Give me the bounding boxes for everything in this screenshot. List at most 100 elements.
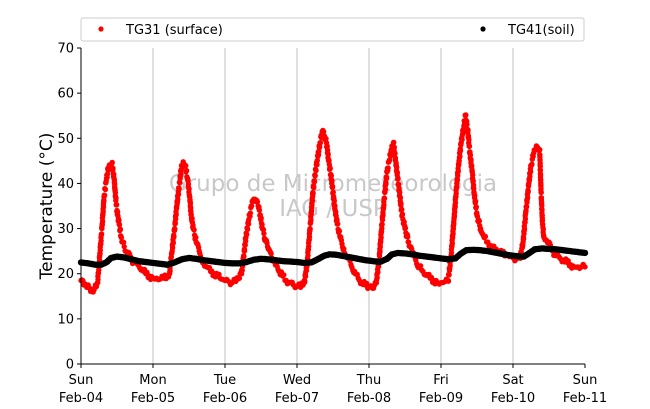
data-point (193, 234, 199, 241)
data-point (446, 272, 452, 278)
data-point (244, 231, 250, 238)
data-point (381, 195, 388, 202)
x-tick-date-label: Feb-05 (131, 391, 175, 406)
data-point (281, 272, 287, 278)
data-point (565, 258, 571, 264)
data-point (445, 278, 452, 284)
data-point (239, 267, 245, 273)
data-point (463, 112, 469, 118)
data-point (451, 213, 458, 219)
data-point (102, 186, 109, 193)
data-point (326, 157, 332, 164)
data-point (306, 243, 312, 249)
data-point (394, 169, 401, 176)
data-point (538, 185, 544, 192)
data-point (377, 244, 383, 250)
data-point (173, 211, 179, 217)
data-point (191, 227, 197, 233)
data-point (537, 172, 544, 178)
data-point (450, 230, 456, 237)
data-point (537, 167, 544, 174)
data-point (447, 262, 453, 269)
data-point (329, 178, 335, 184)
data-point (472, 198, 479, 204)
data-point (244, 226, 251, 233)
data-point (97, 247, 104, 253)
data-point (464, 121, 470, 128)
data-point (527, 169, 534, 175)
data-point (375, 269, 381, 275)
data-point (581, 249, 589, 257)
y-tick-label: 70 (57, 42, 74, 57)
data-point (314, 162, 320, 168)
data-point (522, 216, 529, 222)
data-point (476, 218, 482, 224)
data-point (261, 230, 267, 237)
data-point (378, 238, 384, 245)
data-point (317, 144, 323, 150)
x-tick-day-label: Sun (573, 373, 598, 388)
data-point (320, 129, 327, 135)
data-point (482, 233, 489, 240)
data-point (111, 177, 118, 183)
data-point (392, 150, 398, 156)
data-point (457, 148, 464, 154)
data-point (95, 276, 101, 283)
data-point (387, 153, 394, 159)
data-point (330, 189, 336, 195)
data-point (402, 225, 409, 231)
data-point (188, 205, 194, 211)
x-tick-date-label: Feb-11 (563, 391, 607, 406)
data-point (254, 199, 261, 205)
data-point (457, 153, 463, 159)
legend: TG31 (surface) TG41(soil) (80, 17, 585, 42)
data-point (472, 192, 478, 199)
data-point (96, 267, 102, 273)
data-point (537, 147, 543, 153)
data-point (383, 174, 390, 180)
data-point (241, 248, 248, 254)
x-tick-date-label: Feb-10 (491, 391, 535, 406)
data-point (391, 139, 397, 145)
y-tick-label: 10 (57, 312, 74, 327)
data-point (171, 234, 177, 240)
data-point (395, 175, 401, 181)
grid-layer (152, 48, 514, 364)
data-point (527, 173, 533, 180)
data-point (520, 236, 527, 242)
data-point (113, 202, 120, 208)
data-point (331, 198, 337, 204)
data-point (455, 168, 461, 174)
data-point (325, 151, 331, 158)
data-point (470, 178, 476, 184)
data-point (539, 202, 545, 209)
data-point (241, 253, 247, 260)
data-point (177, 180, 183, 186)
data-point (248, 203, 255, 209)
data-point (169, 245, 176, 251)
data-point (101, 198, 107, 204)
data-point (311, 179, 318, 185)
data-point (452, 200, 459, 206)
x-tick-day-label: Fri (433, 373, 449, 388)
data-point (189, 215, 195, 222)
data-point (451, 221, 457, 227)
data-point (245, 221, 252, 227)
data-point (323, 135, 329, 142)
data-point (382, 186, 389, 192)
legend-marker-soil (480, 26, 486, 32)
data-point (540, 226, 546, 232)
data-point (302, 273, 309, 280)
data-point (100, 204, 107, 210)
data-point (469, 163, 475, 169)
data-point (328, 173, 334, 179)
data-point (379, 217, 386, 223)
data-point (537, 163, 543, 170)
data-point (375, 263, 382, 270)
data-point (170, 240, 176, 246)
data-point (100, 208, 106, 215)
data-point (374, 274, 380, 281)
data-point (398, 200, 404, 207)
data-point (523, 204, 530, 210)
